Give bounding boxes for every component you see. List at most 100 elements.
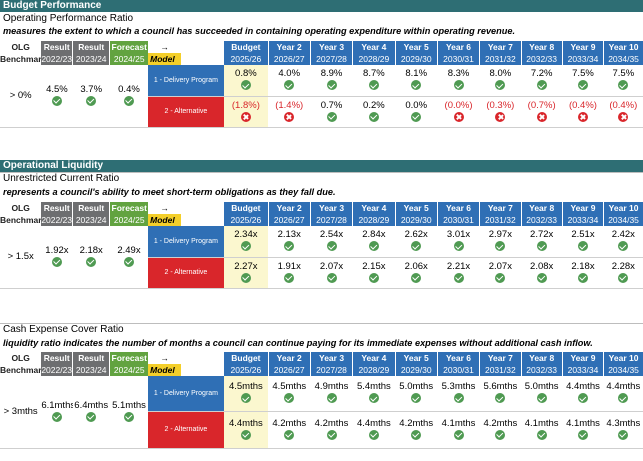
section-header: Operational Liquidity [0,160,643,172]
year-header: Year 8 [520,202,563,214]
projected-value: 8.3% [447,68,470,80]
result-header: Result [72,41,110,53]
future-year: 2028/29 [352,364,396,376]
model-label: Model [148,214,182,226]
result-value: 1.92x [45,244,69,256]
year-value-cell: 2.13x [268,226,311,258]
year-value-cell: 4.3mths [603,411,643,449]
result-cell: 2.18x [72,226,110,289]
arrow-right-icon: → [160,202,170,213]
projected-value: 7.5% [572,68,594,80]
future-year: 2028/29 [352,214,396,226]
projected-value: 0.7% [320,99,343,111]
result-header: Result [72,352,110,364]
projected-value: 4.2mths [483,417,518,429]
check-circle-icon [51,95,62,106]
future-year: 2033/34 [561,53,604,65]
projected-value: 2.21x [446,260,471,272]
year-header: Year 7 [479,202,521,214]
check-circle-icon [240,393,251,404]
section-divider [0,323,643,324]
year-value-cell: 2.21x [437,257,480,289]
year-value-cell: 4.4mths [352,411,396,449]
benchmark-label: Benchmark [0,364,42,375]
year-value-cell: 2.15x [352,257,396,289]
future-year: 2030/31 [436,214,480,226]
projected-value: 8.1% [405,68,428,80]
year-value-cell: 4.9mths [310,376,353,412]
future-year: 2027/28 [309,364,353,376]
check-circle-icon [411,272,422,283]
projected-value: 2.07x [319,260,344,272]
budget-value-cell: 4.4mths [223,411,269,449]
year-value-cell: 7.5% [603,65,643,97]
check-circle-icon [368,393,379,404]
program-label-text: 2 - Alternative [164,108,208,115]
projected-value: 2.15x [362,260,386,272]
check-circle-icon [240,272,251,283]
result-value: 2.18x [79,244,103,256]
benchmark-label: Benchmark [0,214,42,225]
check-circle-icon [86,411,97,422]
projected-value: 2.07x [488,260,512,272]
header-row-labels: OLG Result Result Forecast → Budget Year 2 Year… [0,352,643,364]
projected-value: 5.4mths [356,381,391,393]
year-value-cell: 4.2mths [479,411,521,449]
projected-value: 2.51x [571,229,595,241]
projected-value: 5.6mths [483,381,518,393]
year-header: Year 8 [520,41,563,53]
result-header: Result [72,202,110,214]
arrow-right-icon: → [160,41,170,52]
check-circle-icon [577,272,588,283]
year-header: Year 9 [561,41,604,53]
cross-circle-icon [495,111,506,122]
year-header: Year 9 [561,202,604,214]
ratio-table: OLG Result Result Forecast → Budget Year 2 Year… [0,202,643,289]
check-circle-icon [618,272,629,283]
projected-value: 0.2% [363,99,385,111]
result-cell: 3.7% [72,65,110,128]
result-value: 4.5% [46,83,68,95]
year-value-cell: (0.4%) [562,96,604,128]
future-year: 2029/30 [394,364,438,376]
projected-value: 4.2mths [272,417,307,429]
model-spacer [181,202,224,214]
budget-header: Budget [223,202,269,214]
check-circle-icon [284,429,295,440]
projected-value: 4.1mths [566,417,600,429]
year-value-cell: 8.9% [310,65,353,97]
alternative-label: 2 - Alternative [148,96,224,128]
forecast-year: 2024/25 [109,364,149,376]
forecast-header: Forecast [109,41,149,53]
check-circle-icon [284,241,295,252]
program-label-text: 1 - Delivery Program [153,76,218,84]
year-value-cell: 4.2mths [310,411,353,449]
year-value-cell: 2.84x [352,226,396,258]
check-circle-icon [495,241,506,252]
year-value-cell: (0.4%) [603,96,643,128]
projected-value: 2.42x [611,229,635,241]
check-circle-icon [495,393,506,404]
section-divider [0,172,643,173]
model-label: Model [148,53,182,65]
cross-circle-icon [453,111,464,122]
forecast-year: 2024/25 [109,53,149,65]
year-value-cell: 2.28x [603,257,643,289]
forecast-cell: 2.49x [109,226,149,289]
future-year: 2025/26 [223,214,269,226]
projected-value: (0.4%) [609,99,638,111]
year-header: Year 6 [436,202,480,214]
future-year: 2029/30 [394,53,438,65]
model-label: Model [148,364,182,376]
year-header: Year 5 [394,202,438,214]
projected-value: 5.0mths [524,381,559,393]
result-value: 3.7% [80,83,103,95]
projected-value: 4.4mths [566,381,600,393]
section-header: Budget Performance [0,0,643,12]
check-circle-icon [240,241,251,252]
year-value-cell: 8.1% [395,65,438,97]
model-spacer [181,364,224,376]
year-value-cell: 4.2mths [395,411,438,449]
result-header: Result [41,41,73,53]
year-header: Year 4 [352,352,396,364]
